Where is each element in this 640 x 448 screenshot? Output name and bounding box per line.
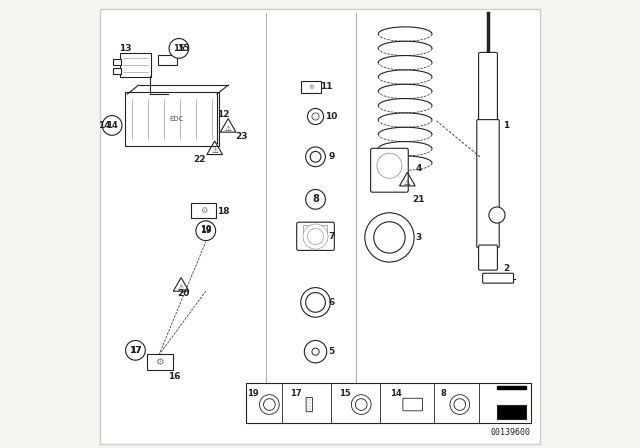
FancyBboxPatch shape [479, 245, 497, 270]
Text: 23: 23 [236, 132, 248, 141]
Circle shape [306, 190, 325, 209]
Text: ●: ● [109, 121, 116, 130]
Text: 8: 8 [312, 194, 319, 204]
Text: 4: 4 [415, 164, 422, 172]
Text: 19: 19 [200, 226, 212, 235]
Text: ⚙: ⚙ [200, 206, 207, 215]
Circle shape [312, 113, 319, 120]
FancyBboxPatch shape [297, 222, 334, 250]
FancyBboxPatch shape [120, 53, 150, 77]
Text: 19: 19 [200, 225, 212, 234]
Text: 14: 14 [106, 121, 118, 130]
Text: ⊕: ⊕ [308, 84, 314, 90]
Circle shape [105, 117, 121, 134]
Circle shape [307, 108, 324, 125]
Circle shape [303, 224, 328, 249]
FancyBboxPatch shape [113, 59, 121, 65]
Text: ⚠: ⚠ [225, 124, 232, 133]
Text: 18: 18 [218, 207, 230, 216]
FancyBboxPatch shape [158, 55, 177, 65]
Text: 17: 17 [289, 389, 301, 398]
Text: 9: 9 [328, 152, 334, 161]
FancyBboxPatch shape [497, 405, 526, 419]
Circle shape [355, 399, 367, 410]
FancyBboxPatch shape [147, 354, 173, 370]
Circle shape [365, 213, 414, 262]
Text: 21: 21 [412, 195, 425, 204]
Circle shape [198, 221, 214, 237]
Circle shape [450, 395, 470, 414]
Text: 6: 6 [328, 298, 334, 307]
Text: 10: 10 [325, 112, 337, 121]
Circle shape [312, 348, 319, 355]
FancyBboxPatch shape [483, 273, 513, 283]
Circle shape [264, 399, 275, 410]
Text: 15: 15 [177, 44, 189, 53]
Text: 3: 3 [415, 233, 422, 242]
Circle shape [310, 151, 321, 162]
Text: 00139600: 00139600 [491, 428, 531, 437]
Circle shape [196, 221, 216, 241]
FancyArrow shape [497, 386, 526, 389]
Text: ⚠: ⚠ [404, 177, 411, 187]
FancyBboxPatch shape [479, 52, 497, 127]
Text: 16: 16 [168, 372, 180, 381]
Circle shape [489, 207, 505, 223]
Text: ⚙: ⚙ [156, 358, 164, 367]
Circle shape [260, 395, 279, 414]
Text: 15: 15 [339, 389, 351, 398]
Text: 15: 15 [173, 44, 185, 53]
Circle shape [102, 116, 122, 135]
Text: 17: 17 [130, 346, 141, 355]
FancyBboxPatch shape [477, 120, 499, 248]
Circle shape [377, 153, 402, 178]
Circle shape [454, 399, 466, 410]
Text: 17: 17 [129, 346, 141, 355]
FancyBboxPatch shape [246, 383, 531, 423]
Circle shape [305, 340, 326, 363]
Text: 7: 7 [328, 232, 334, 241]
Circle shape [351, 395, 371, 414]
Circle shape [306, 293, 325, 312]
Text: 13: 13 [119, 44, 131, 53]
Text: 8: 8 [440, 389, 446, 398]
Text: ⚠: ⚠ [211, 146, 218, 155]
Text: 2: 2 [503, 264, 509, 273]
Circle shape [169, 39, 189, 58]
FancyBboxPatch shape [303, 225, 328, 241]
Text: EDC: EDC [170, 116, 184, 122]
Circle shape [125, 340, 145, 360]
Text: 19: 19 [247, 389, 259, 398]
FancyBboxPatch shape [191, 203, 216, 218]
Text: 5: 5 [328, 347, 334, 356]
FancyBboxPatch shape [371, 148, 408, 192]
Text: 14: 14 [98, 121, 111, 130]
Circle shape [306, 147, 325, 167]
Text: 1: 1 [503, 121, 509, 130]
FancyBboxPatch shape [403, 398, 422, 411]
Text: ⚠: ⚠ [178, 283, 184, 292]
Text: 12: 12 [218, 110, 230, 119]
FancyBboxPatch shape [125, 92, 220, 146]
Circle shape [307, 228, 324, 245]
FancyBboxPatch shape [100, 9, 540, 444]
Text: 22: 22 [193, 155, 205, 164]
Text: 20: 20 [177, 289, 189, 298]
Text: 11: 11 [321, 82, 333, 91]
FancyBboxPatch shape [113, 68, 121, 74]
FancyBboxPatch shape [306, 397, 312, 412]
Text: 14: 14 [390, 389, 402, 398]
FancyBboxPatch shape [301, 81, 321, 93]
Circle shape [301, 288, 330, 317]
Circle shape [374, 222, 405, 253]
